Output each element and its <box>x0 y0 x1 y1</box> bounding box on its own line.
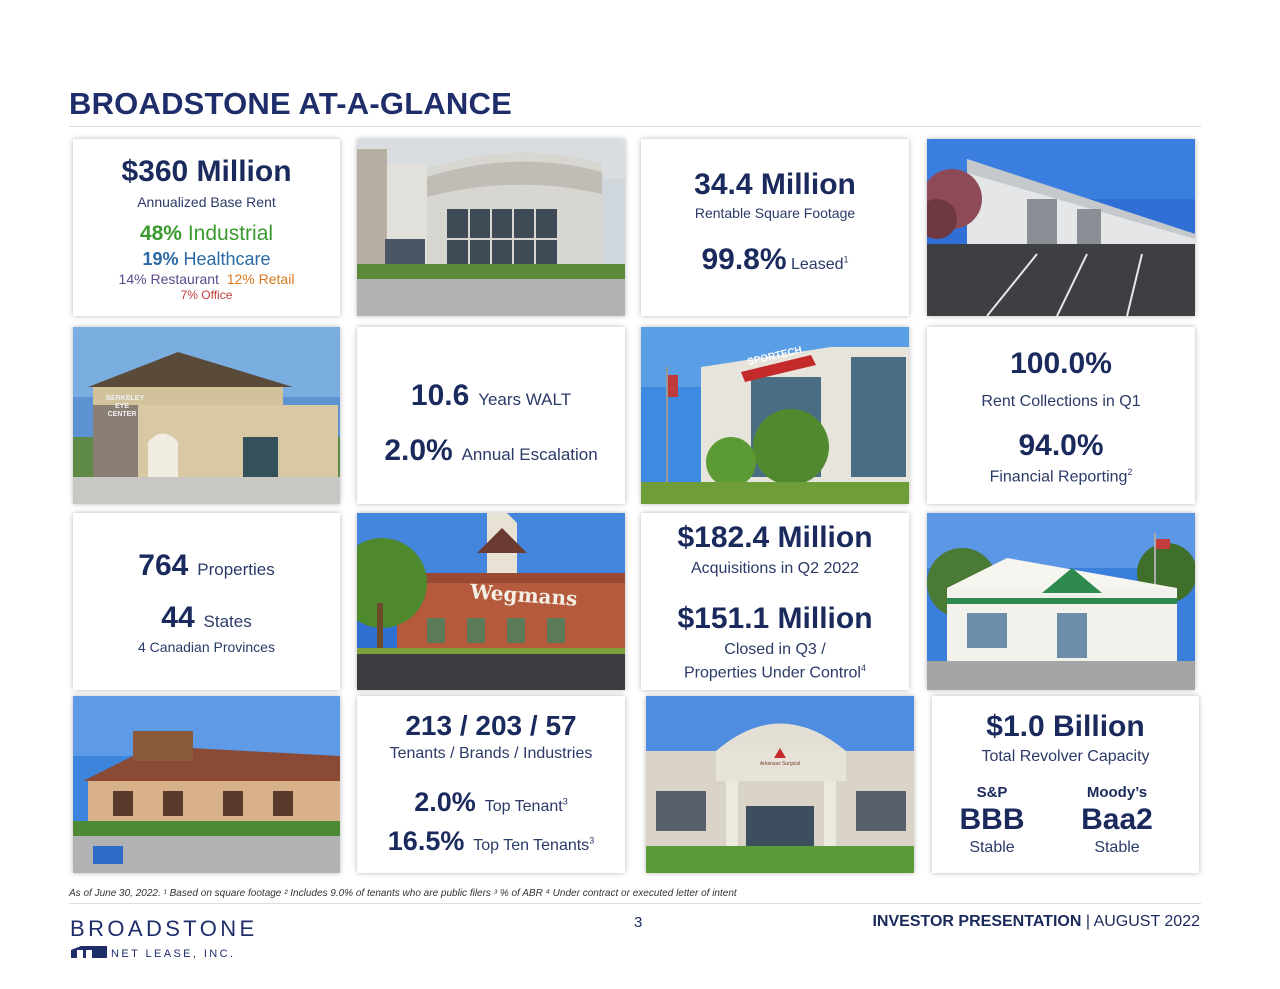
closed-label-2: Properties Under Control <box>684 664 861 682</box>
reporting-footnote: 2 <box>1127 467 1133 477</box>
states-label: States <box>203 612 252 631</box>
reporting-value: 94.0% <box>1018 429 1104 462</box>
title-divider <box>69 126 1201 127</box>
industrial-label: Industrial <box>187 222 274 245</box>
card-tenants: 213 / 203 / 57 Tenants / Brands / Indust… <box>357 696 625 873</box>
revolver-label: Total Revolver Capacity <box>981 748 1150 765</box>
healthcare-pct: 19% <box>142 249 179 269</box>
moodys-rating: Baa2 <box>1081 803 1153 836</box>
reporting-label: Financial Reporting <box>989 468 1128 486</box>
top-tenant-label: Top Tenant <box>484 798 563 815</box>
escalation-value: 2.0% <box>384 434 453 467</box>
escalation-label: Annual Escalation <box>461 445 598 464</box>
leased-stat: 99.8% Leased1 <box>641 243 909 277</box>
company-logo-subtitle: NET LEASE, INC. <box>111 948 236 960</box>
berkeley-sign-line-2: EYE CENTER <box>107 403 137 418</box>
presentation-date: AUGUST 2022 <box>1093 913 1200 930</box>
industrial-share: 48% Industrial <box>73 222 340 246</box>
leased-footnote: 1 <box>843 254 849 265</box>
logo-icon <box>71 944 107 958</box>
top-ten-stat: 16.5% Top Ten Tenants3 <box>357 826 625 857</box>
photo-berkeley-eye-center: BERKELEY EYE CENTER <box>73 327 340 504</box>
office-share: 7% Office <box>180 288 233 302</box>
sqft-label: Rentable Square Footage <box>694 205 856 221</box>
closed-value: $151.1 Million <box>677 602 873 635</box>
card-annualized-rent: $360 Million Annualized Base Rent 48% In… <box>73 139 340 316</box>
closed-label-1: Closed in Q3 / <box>724 641 826 658</box>
photo-restaurant <box>73 696 340 873</box>
retail-share: 12% Retail <box>226 271 295 287</box>
footer-divider <box>69 903 1201 904</box>
moodys-rating-block: Moody’s Baa2 Stable <box>1067 784 1167 857</box>
card-revolver: $1.0 Billion Total Revolver Capacity S&P… <box>932 696 1199 873</box>
presentation-title: INVESTOR PRESENTATION <box>872 913 1082 930</box>
collections-label: Rent Collections in Q1 <box>981 393 1141 410</box>
photo-wegmans-store: Wegmans <box>357 513 625 690</box>
company-logo-wordmark: BROADSTONE <box>70 916 258 941</box>
industrial-pct: 48% <box>139 222 182 245</box>
card-acquisitions: $182.4 Million Acquisitions in Q2 2022 $… <box>641 513 909 690</box>
closed-footnote: 4 <box>860 663 866 673</box>
top-ten-footnote: 3 <box>589 835 595 846</box>
photo-retail-store <box>927 513 1195 690</box>
photo-office-building <box>357 139 625 316</box>
properties-count: 764 <box>138 549 189 582</box>
sp-rating-block: S&P BBB Stable <box>942 784 1042 857</box>
states-stat: 44 States <box>73 601 340 635</box>
sp-label: S&P <box>976 784 1008 801</box>
escalation-stat: 2.0% Annual Escalation <box>357 434 625 468</box>
acquisitions-label: Acquisitions in Q2 2022 <box>690 560 860 577</box>
footnotes: As of June 30, 2022. ¹ Based on square f… <box>69 888 737 899</box>
berkeley-sign-line-1: BERKELEY <box>106 395 145 402</box>
walt-stat: 10.6 Years WALT <box>357 379 625 413</box>
rent-value: $360 Million <box>121 155 292 188</box>
top-ten-value: 16.5% <box>387 826 465 856</box>
restaurant-share: 14% Restaurant <box>118 271 219 287</box>
acquisitions-value: $182.4 Million <box>677 521 873 554</box>
card-square-footage: 34.4 Million Rentable Square Footage 99.… <box>641 139 909 316</box>
moodys-label: Moody’s <box>1086 784 1148 801</box>
page-number: 3 <box>634 914 643 931</box>
tenants-label: Tenants / Brands / Industries <box>389 745 593 762</box>
leased-value: 99.8% <box>701 243 787 276</box>
photo-surgical-center: Arkansas Surgical <box>646 696 914 873</box>
top-tenant-stat: 2.0% Top Tenant3 <box>357 787 625 818</box>
top-ten-label: Top Ten Tenants <box>473 837 590 854</box>
surgical-sign: Arkansas Surgical <box>759 761 801 767</box>
sp-outlook: Stable <box>969 839 1015 856</box>
collections-value: 100.0% <box>1010 347 1112 380</box>
states-count: 44 <box>161 601 195 634</box>
moodys-outlook: Stable <box>1094 839 1140 856</box>
page-title: BROADSTONE AT-A-GLANCE <box>69 86 512 121</box>
rent-label: Annualized Base Rent <box>137 194 276 210</box>
properties-label: Properties <box>197 560 275 579</box>
provinces-label: 4 Canadian Provinces <box>138 639 275 655</box>
sqft-value: 34.4 Million <box>694 168 856 201</box>
card-walt: 10.6 Years WALT 2.0% Annual Escalation <box>357 327 625 504</box>
leased-label: Leased <box>791 256 844 273</box>
photo-sportech-building: SPORTECH <box>641 327 909 504</box>
closed-label-2-wrap: Properties Under Control4 <box>641 663 909 682</box>
berkeley-sign: BERKELEY EYE CENTER <box>106 395 145 419</box>
reporting-stat: Financial Reporting2 <box>927 467 1195 486</box>
revolver-value: $1.0 Billion <box>986 710 1145 743</box>
tenants-value: 213 / 203 / 57 <box>405 710 577 741</box>
top-tenant-value: 2.0% <box>414 787 476 817</box>
presentation-label: INVESTOR PRESENTATION | AUGUST 2022 <box>872 913 1200 930</box>
healthcare-label: Healthcare <box>183 249 271 269</box>
walt-label: Years WALT <box>478 390 572 409</box>
walt-value: 10.6 <box>410 379 470 412</box>
photo-industrial-warehouse <box>927 139 1195 316</box>
healthcare-share: 19% Healthcare <box>73 249 340 270</box>
top-tenant-footnote: 3 <box>562 796 568 807</box>
properties-stat: 764 Properties <box>73 549 340 583</box>
card-rent-collections: 100.0% Rent Collections in Q1 94.0% Fina… <box>927 327 1195 504</box>
restaurant-retail-share: 14% Restaurant 12% Retail <box>73 271 340 287</box>
card-properties: 764 Properties 44 States 4 Canadian Prov… <box>73 513 340 690</box>
sp-rating: BBB <box>959 803 1025 836</box>
